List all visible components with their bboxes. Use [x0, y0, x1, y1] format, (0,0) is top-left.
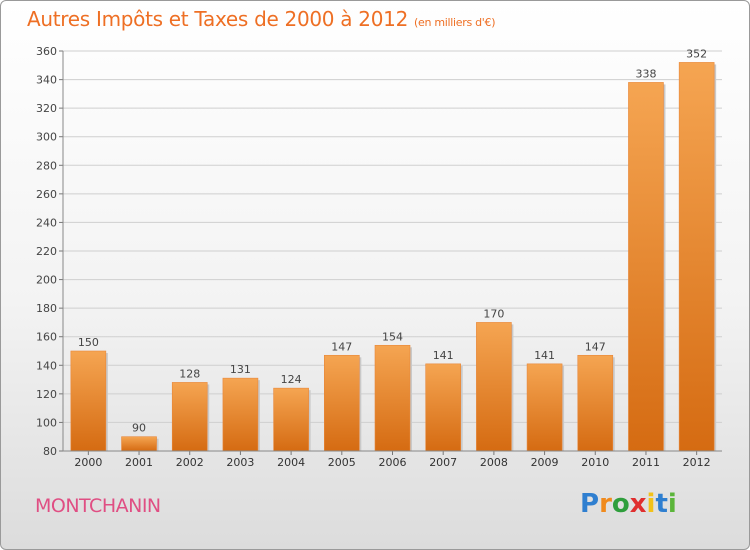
y-tick-label: 160	[36, 331, 57, 344]
bar-2003	[222, 377, 259, 452]
x-tick-label: 2009	[531, 456, 559, 469]
y-tick-label: 120	[36, 388, 57, 401]
bar-2007	[425, 363, 461, 452]
value-label: 141	[534, 349, 555, 362]
bar-2008	[476, 322, 512, 452]
x-tick-label: 2006	[379, 456, 407, 469]
title-unit: (en milliers d'€)	[414, 16, 496, 29]
x-tick-label: 2000	[74, 456, 102, 469]
value-label: 147	[331, 340, 352, 353]
y-axis: 80 100 120 140 160 180 200 220 240 260 280 300 320 34…	[36, 45, 64, 458]
bar-2002	[171, 382, 208, 452]
x-tick-label: 2002	[176, 456, 204, 469]
proxiti-logo: Proxiti	[580, 489, 677, 519]
bar-2006	[374, 344, 411, 452]
bar-2012	[678, 62, 715, 452]
title-text: Autres Impôts et Taxes de 2000 à 2012	[27, 7, 408, 31]
y-tick-label: 320	[36, 102, 57, 115]
x-tick-label: 2004	[277, 456, 305, 469]
y-tick-label: 180	[36, 302, 57, 315]
bars	[70, 62, 717, 452]
logo-letter: x	[629, 489, 647, 519]
value-label: 338	[635, 67, 656, 80]
bar-2001	[121, 436, 157, 452]
value-label: 154	[382, 330, 403, 343]
y-tick-label: 200	[36, 274, 57, 287]
x-tick-label: 2001	[125, 456, 153, 469]
y-tick-label: 100	[36, 416, 57, 429]
logo-letter: t	[655, 489, 668, 519]
commune-name: MONTCHANIN	[35, 495, 161, 517]
value-label: 352	[686, 47, 707, 60]
x-tick-label: 2012	[683, 456, 711, 469]
x-tick-label: 2010	[581, 456, 609, 469]
y-tick-label: 260	[36, 188, 57, 201]
bar-2004	[273, 387, 309, 452]
value-label: 141	[433, 349, 454, 362]
x-tick-label: 2003	[226, 456, 254, 469]
value-label: 170	[483, 307, 504, 320]
y-tick-label: 80	[43, 445, 57, 458]
logo-letter: r	[599, 489, 612, 519]
y-tick-label: 360	[36, 45, 57, 58]
logo-letter: i	[667, 489, 677, 519]
logo-letter: P	[580, 489, 600, 519]
chart-title: Autres Impôts et Taxes de 2000 à 2012 (en…	[27, 7, 495, 31]
bar-2005	[324, 354, 360, 452]
value-label: 150	[78, 336, 99, 349]
bar-2010	[577, 354, 614, 452]
x-tick-label: 2011	[632, 456, 660, 469]
y-tick-label: 240	[36, 216, 57, 229]
bar-2009	[526, 363, 563, 452]
x-tick-label: 2005	[328, 456, 356, 469]
bar-2000	[70, 350, 107, 452]
value-label: 131	[230, 363, 251, 376]
y-tick-label: 280	[36, 159, 57, 172]
value-label: 90	[132, 422, 146, 435]
y-tick-label: 300	[36, 131, 57, 144]
bar-2011	[628, 82, 664, 452]
value-label: 147	[585, 340, 606, 353]
y-tick-label: 220	[36, 245, 57, 258]
value-label: 128	[179, 367, 200, 380]
value-labels: 150 90 128 131 124 147 154 141 170 141 147 338 352	[78, 47, 707, 434]
x-tick-label: 2008	[480, 456, 508, 469]
logo-letter: o	[611, 489, 630, 519]
logo-letter: i	[646, 489, 656, 519]
x-axis: 2000 2001 2002 2003 2004 2005 2006 2007 2008 2009…	[63, 450, 722, 469]
y-tick-label: 140	[36, 359, 57, 372]
y-tick-label: 340	[36, 74, 57, 87]
value-label: 124	[281, 373, 302, 386]
x-tick-label: 2007	[429, 456, 457, 469]
